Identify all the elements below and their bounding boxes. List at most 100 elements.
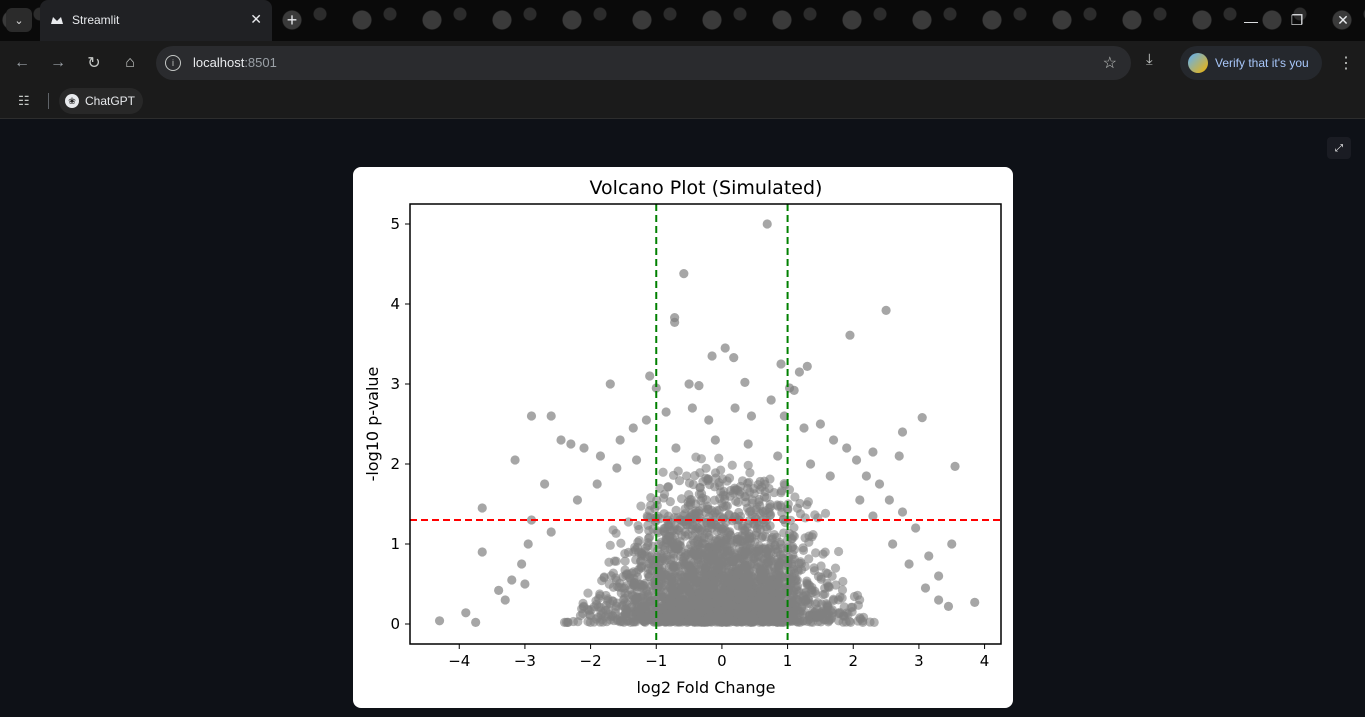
- star-icon[interactable]: ☆: [1102, 55, 1117, 72]
- tab-title: Streamlit: [72, 13, 120, 27]
- scatter-point: [811, 548, 821, 558]
- scatter-point: [815, 419, 826, 429]
- tab-strip: ⌄ Streamlit ✕ + — ❐ ✕: [0, 0, 1365, 41]
- fullscreen-icon[interactable]: ⤢: [1327, 137, 1351, 159]
- scatter-point: [507, 575, 517, 585]
- scatter-point: [668, 470, 679, 480]
- scatter-point: [735, 489, 745, 499]
- info-icon[interactable]: i: [165, 55, 181, 71]
- plus-icon[interactable]: +: [286, 10, 298, 30]
- scatter-point: [702, 559, 713, 569]
- y-axis-label: -log10 p-value: [363, 367, 382, 482]
- scatter-point: [597, 576, 607, 586]
- scatter-point: [733, 497, 743, 508]
- scatter-point: [623, 517, 634, 527]
- scatter-point: [695, 468, 705, 478]
- bookmark-chatgpt[interactable]: ❀ ChatGPT: [59, 88, 144, 114]
- scatter-point: [592, 479, 602, 489]
- scatter-point: [579, 443, 589, 453]
- browser-toolbar: ← → ↻ ⌂ i localhost:8501 ☆ ⤓ Verify that…: [0, 41, 1365, 85]
- scatter-point: [789, 544, 800, 555]
- scatter-point: [809, 566, 820, 576]
- scatter-point: [764, 503, 774, 513]
- scatter-point: [694, 381, 704, 391]
- scatter-point: [678, 510, 688, 521]
- scatter-point: [820, 547, 830, 557]
- scatter-point: [646, 493, 656, 503]
- y-tick-label: 3: [390, 375, 400, 393]
- scatter-point: [789, 385, 799, 395]
- scatter-point: [659, 527, 670, 537]
- scatter-point: [494, 585, 504, 595]
- scatter-point: [666, 549, 676, 559]
- scatter-point: [846, 602, 856, 613]
- download-icon[interactable]: ⤓: [1146, 51, 1153, 68]
- x-tick-label: −1: [645, 652, 667, 670]
- scatter-point: [733, 531, 743, 542]
- scatter-point: [894, 451, 904, 461]
- kebab-icon[interactable]: ⋮: [1338, 55, 1354, 72]
- scatter-point: [776, 359, 786, 369]
- scatter-point: [737, 476, 748, 486]
- scatter-point: [849, 591, 860, 602]
- apps-grid-icon[interactable]: ☷: [18, 93, 30, 108]
- scatter-point: [604, 557, 614, 567]
- scatter-point: [583, 588, 593, 598]
- scatter-point: [771, 547, 781, 558]
- scatter-point: [546, 411, 556, 421]
- minimize-icon[interactable]: —: [1244, 12, 1258, 29]
- scatter-point: [784, 485, 795, 495]
- chevron-down-icon[interactable]: ⌄: [6, 8, 32, 32]
- address-bar[interactable]: i localhost:8501 ☆: [156, 46, 1131, 80]
- reload-icon[interactable]: ↻: [87, 55, 101, 72]
- scatter-point: [612, 463, 622, 473]
- scatter-point: [676, 585, 686, 595]
- scatter-point: [841, 617, 851, 627]
- scatter-point: [546, 527, 556, 537]
- scatter-point: [897, 427, 908, 437]
- scatter-point: [771, 532, 782, 542]
- scatter-point: [707, 351, 717, 361]
- scatter-point: [665, 593, 676, 604]
- scatter-point: [799, 423, 809, 433]
- arrow-right-icon[interactable]: →: [50, 54, 66, 71]
- scatter-point: [572, 495, 583, 505]
- scatter-point: [633, 520, 643, 531]
- home-icon[interactable]: ⌂: [125, 54, 135, 71]
- close-icon[interactable]: ✕: [250, 11, 262, 27]
- scatter-point: [718, 585, 729, 595]
- scatter-point: [861, 471, 871, 481]
- scatter-point: [656, 590, 666, 600]
- scatter-point: [837, 585, 848, 595]
- scatter-point: [720, 539, 730, 550]
- scatter-point: [803, 497, 813, 507]
- scatter-point: [745, 487, 755, 497]
- scatter-point: [730, 403, 740, 413]
- restore-icon[interactable]: ❐: [1290, 12, 1304, 28]
- verify-identity-button[interactable]: Verify that it's you: [1180, 46, 1322, 80]
- scatter-point: [680, 531, 690, 541]
- x-tick-label: 1: [783, 652, 793, 670]
- scatter-point: [781, 589, 792, 599]
- tab-streamlit[interactable]: Streamlit ✕: [40, 0, 272, 41]
- scatter-point: [620, 556, 630, 566]
- volcano-plot: Volcano Plot (Simulated) log2 Fold Chang…: [363, 177, 1002, 697]
- scatter-point: [756, 567, 766, 577]
- scatter-point: [794, 587, 804, 597]
- scatter-point: [461, 608, 471, 618]
- scatter-point: [710, 541, 721, 551]
- scatter-point: [762, 524, 772, 534]
- scatter-point: [710, 435, 720, 445]
- scatter-point: [667, 537, 677, 547]
- scatter-point: [798, 545, 809, 555]
- window-close-icon[interactable]: ✕: [1337, 12, 1349, 28]
- scatter-point: [934, 571, 944, 581]
- scatter-point: [842, 443, 852, 453]
- scatter-point: [689, 557, 699, 567]
- scatter-point: [819, 615, 829, 625]
- scatter-point: [657, 601, 668, 611]
- arrow-left-icon[interactable]: ←: [14, 54, 30, 71]
- scatter-point: [722, 601, 732, 611]
- scatter-point: [816, 574, 826, 584]
- scatter-point: [693, 534, 703, 545]
